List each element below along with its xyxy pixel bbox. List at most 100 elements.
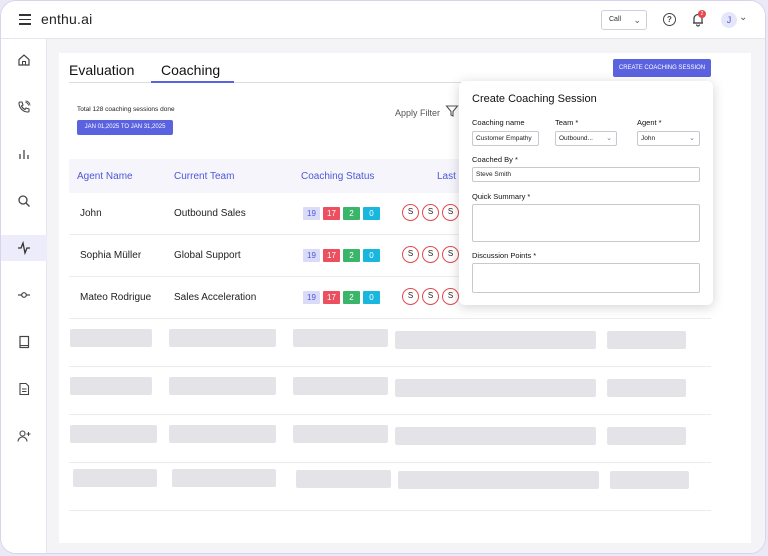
call-type-select[interactable]: Call ⌄ (601, 10, 647, 30)
session-circle[interactable]: S (402, 288, 419, 305)
skeleton-block (169, 377, 276, 395)
chevron-down-icon: ⌄ (689, 135, 695, 142)
discussion-points-label: Discussion Points * (472, 251, 537, 260)
skeleton-row (69, 463, 711, 511)
quick-summary-textarea[interactable] (472, 204, 700, 242)
agent-name: Sophia Müller (80, 250, 142, 261)
skeleton-block (70, 377, 152, 395)
status-completed-badge: 2 (343, 207, 360, 220)
sidebar-item-library[interactable] (1, 329, 47, 355)
hamburger-menu-icon[interactable] (19, 14, 31, 25)
table-row[interactable]: Sophia Müller Global Support 19 17 2 0 S… (69, 235, 711, 277)
brand-logo: enthu.ai (41, 11, 93, 27)
tab-coaching[interactable]: Coaching (161, 62, 221, 78)
team-select[interactable]: Outbound... ⌄ (555, 131, 617, 146)
sidebar-item-calls[interactable] (1, 94, 47, 120)
modal-title: Create Coaching Session (472, 93, 597, 105)
avatar[interactable]: J (721, 12, 737, 28)
last-sessions: S S S (402, 246, 459, 263)
session-circle[interactable]: S (442, 246, 459, 263)
chevron-down-icon: ⌄ (633, 15, 641, 25)
create-coaching-session-button[interactable]: CREATE COACHING SESSION (613, 59, 711, 77)
commit-icon (18, 292, 30, 298)
skeleton-block (296, 470, 391, 488)
session-circle[interactable]: S (402, 204, 419, 221)
header-agent-name[interactable]: Agent Name (77, 171, 133, 182)
last-sessions: S S S (402, 204, 459, 221)
quick-summary-label: Quick Summary * (472, 192, 531, 201)
activity-icon (18, 241, 30, 255)
skeleton-block (293, 425, 388, 443)
date-range-badge[interactable]: JAN 01,2025 TO JAN 31,2025 (77, 120, 173, 135)
session-circle[interactable]: S (422, 246, 439, 263)
skeleton-block (73, 469, 157, 487)
agent-value: John (641, 135, 656, 142)
session-circle[interactable]: S (442, 288, 459, 305)
header-current-team[interactable]: Current Team (174, 171, 235, 182)
sidebar-item-coaching[interactable] (1, 235, 47, 261)
sidebar-item-analytics[interactable] (1, 141, 47, 167)
team-name: Outbound Sales (174, 208, 246, 219)
sidebar-item-search[interactable] (1, 188, 47, 214)
coaching-name-value: Customer Empathy (476, 135, 532, 142)
skeleton-block (607, 379, 686, 397)
skeleton-block (70, 329, 152, 347)
status-total-badge: 19 (303, 249, 320, 262)
coaching-name-field[interactable]: Customer Empathy (472, 131, 539, 146)
total-sessions-text: Total 128 coaching sessions done (77, 106, 175, 113)
bar-chart-icon (19, 150, 29, 159)
status-pending-badge: 17 (323, 207, 340, 220)
sidebar-item-home[interactable] (1, 47, 47, 73)
notification-badge: 2 (698, 10, 706, 18)
coaching-name-label: Coaching name (472, 118, 525, 127)
coached-by-field[interactable]: Steve Smith (472, 167, 700, 182)
skeleton-block (70, 425, 157, 443)
session-circle[interactable]: S (422, 288, 439, 305)
call-type-value: Call (609, 16, 622, 23)
session-circle[interactable]: S (442, 204, 459, 221)
add-user-icon (17, 430, 31, 442)
tab-evaluation[interactable]: Evaluation (69, 62, 135, 78)
status-completed-badge: 2 (343, 249, 360, 262)
table-row[interactable]: Mateo Rodrigue Sales Acceleration 19 17 … (69, 277, 711, 319)
skeleton-block (610, 471, 689, 489)
phone-icon (18, 100, 31, 113)
status-total-badge: 19 (303, 291, 320, 304)
last-sessions: S S S (402, 288, 459, 305)
coaching-status: 19 17 2 0 (303, 207, 380, 220)
sidebar-item-users[interactable] (1, 423, 47, 449)
search-icon (18, 195, 30, 207)
table-row[interactable]: John Outbound Sales 19 17 2 0 S S S (69, 193, 711, 235)
agent-name: Mateo Rodrigue (80, 292, 152, 303)
skeleton-block (169, 425, 276, 443)
discussion-points-textarea[interactable] (472, 263, 700, 293)
status-completed-badge: 2 (343, 291, 360, 304)
chevron-down-icon[interactable]: ⌄ (739, 12, 748, 23)
top-bar: enthu.ai Call ⌄ ? 2 J ⌄ (1, 1, 765, 39)
sidebar-item-integrations[interactable] (1, 282, 47, 308)
help-icon[interactable]: ? (663, 13, 676, 26)
session-circle[interactable]: S (402, 246, 419, 263)
skeleton-row (69, 415, 711, 463)
session-circle[interactable]: S (422, 204, 439, 221)
skeleton-block (607, 427, 686, 445)
skeleton-block (293, 329, 388, 347)
status-other-badge: 0 (363, 207, 380, 220)
agent-select[interactable]: John ⌄ (637, 131, 700, 146)
skeleton-row (69, 367, 711, 415)
book-icon (19, 335, 30, 349)
skeleton-block (293, 377, 388, 395)
sidebar (1, 39, 47, 553)
filter-icon[interactable] (445, 104, 459, 118)
agent-label: Agent * (637, 118, 662, 127)
sidebar-item-reports[interactable] (1, 376, 47, 402)
coached-by-label: Coached By * (472, 155, 518, 164)
skeleton-block (395, 379, 596, 397)
team-value: Outbound... (559, 135, 593, 142)
header-last-sessions[interactable]: Last (437, 171, 456, 182)
apply-filter-button[interactable]: Apply Filter (395, 108, 441, 118)
header-coaching-status[interactable]: Coaching Status (301, 171, 375, 182)
create-coaching-session-modal: Create Coaching Session Coaching name Cu… (459, 81, 713, 305)
skeleton-row (69, 319, 711, 367)
